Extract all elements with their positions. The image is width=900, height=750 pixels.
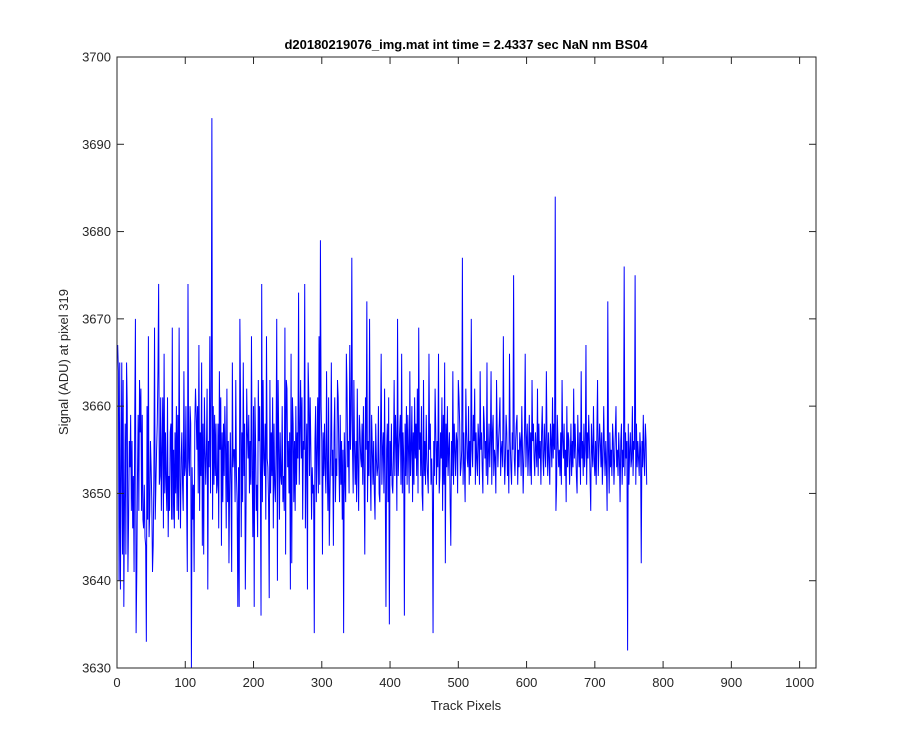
x-tick-label: 500	[447, 675, 469, 690]
plot-area	[117, 57, 816, 668]
x-tick-label: 0	[113, 675, 120, 690]
x-tick-label: 1000	[785, 675, 814, 690]
series-layer	[117, 118, 648, 669]
y-tick-label: 3630	[82, 661, 111, 676]
series-line-1	[117, 118, 648, 669]
x-axis-ticks: 0 100 200 300 400 500 600 700 800 900 1000	[113, 57, 814, 690]
y-tick-label: 3670	[82, 311, 111, 326]
y-tick-label: 3650	[82, 486, 111, 501]
x-tick-label: 300	[311, 675, 333, 690]
x-tick-label: 100	[174, 675, 196, 690]
x-tick-label: 700	[584, 675, 606, 690]
y-tick-label: 3660	[82, 399, 111, 414]
axes-frame	[116, 56, 817, 669]
x-tick-label: 400	[379, 675, 401, 690]
x-axis-title: Track Pixels	[431, 698, 502, 713]
chart-title: d20180219076_img.mat int time = 2.4337 s…	[284, 37, 648, 52]
y-tick-label: 3640	[82, 573, 111, 588]
x-tick-label: 600	[516, 675, 538, 690]
x-tick-label: 200	[243, 675, 265, 690]
axes-box	[116, 56, 817, 669]
y-tick-label: 3690	[82, 137, 111, 152]
x-tick-label: 900	[721, 675, 743, 690]
y-tick-label: 3680	[82, 224, 111, 239]
y-axis-title: Signal (ADU) at pixel 319	[56, 289, 71, 435]
y-tick-label: 3700	[82, 50, 111, 65]
y-axis-ticks: 3630 3640 3650 3660 3670 3680 3690 3700	[82, 50, 816, 676]
x-tick-label: 800	[652, 675, 674, 690]
